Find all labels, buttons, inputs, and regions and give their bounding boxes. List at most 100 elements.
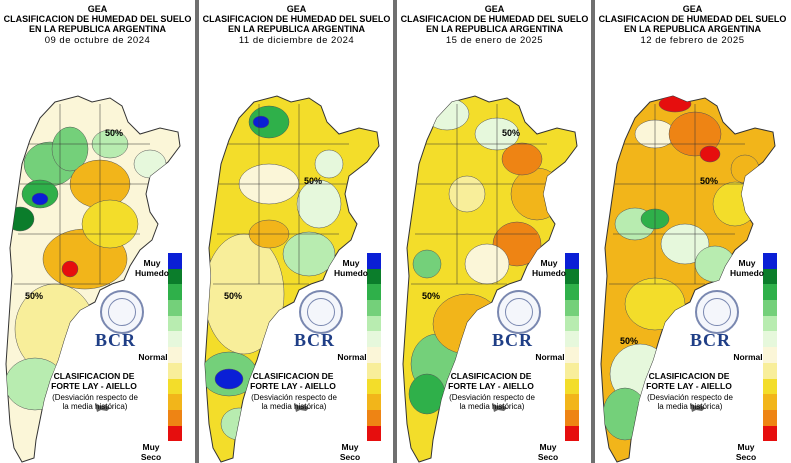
legend-swatch bbox=[367, 378, 381, 395]
legend-swatch bbox=[367, 331, 381, 348]
legend-swatch bbox=[763, 253, 777, 269]
province-borders bbox=[14, 104, 150, 285]
contour-label: 50% bbox=[700, 176, 718, 186]
province-borders bbox=[213, 104, 349, 285]
map-date: 11 de diciembre de 2024 bbox=[238, 35, 355, 46]
legend-scale bbox=[367, 253, 381, 442]
map-panel-oct-2024: GEA CLASIFICACION DE HUMEDAD DEL SUELO E… bbox=[0, 0, 195, 463]
map-panel-jan-2025: GEA CLASIFICACION DE HUMEDAD DEL SUELO E… bbox=[397, 0, 592, 463]
legend-swatch bbox=[168, 378, 182, 395]
legend-swatch bbox=[763, 300, 777, 316]
panel-divider bbox=[195, 0, 199, 463]
map-date: 12 de febrero de 2025 bbox=[640, 35, 745, 46]
legend-swatch bbox=[168, 268, 182, 285]
legend-swatch bbox=[168, 300, 182, 316]
title-line: CLASIFICACION DE HUMEDAD DEL SUELO bbox=[400, 14, 589, 24]
moisture-zone bbox=[133, 149, 167, 179]
legend-swatch bbox=[367, 284, 381, 301]
moisture-zone bbox=[314, 149, 344, 179]
legend-scale bbox=[763, 253, 777, 442]
legend-swatch bbox=[763, 378, 777, 395]
moisture-zone bbox=[81, 199, 139, 249]
note-line-1: (Desviación respecto de bbox=[647, 393, 733, 402]
legend-swatch bbox=[367, 409, 381, 426]
org-label: GEA bbox=[682, 4, 703, 14]
legend-swatch bbox=[763, 331, 777, 348]
moisture-zone bbox=[412, 249, 442, 279]
malvinas-islands bbox=[492, 404, 507, 412]
moisture-zone bbox=[220, 407, 258, 441]
contour-label: 50% bbox=[304, 176, 322, 186]
legend-swatch bbox=[168, 409, 182, 426]
legend-label-normal: Normal bbox=[337, 352, 367, 362]
legend-swatch bbox=[367, 425, 381, 442]
note-line-2: la media histórica) bbox=[261, 402, 327, 411]
map-title: GEA CLASIFICACION DE HUMEDAD DEL SUELO E… bbox=[595, 4, 790, 34]
legend-label-muy-humedo: Muy Humedo bbox=[532, 258, 566, 278]
method-label: CLASIFICACION DE FORTE LAY - AIELLO bbox=[609, 371, 769, 391]
note-line-1: (Desviación respecto de bbox=[52, 393, 138, 402]
legend-swatch bbox=[367, 315, 381, 332]
method-line-2: FORTE LAY - AIELLO bbox=[51, 381, 137, 391]
moisture-zone bbox=[252, 115, 270, 129]
map-panel-feb-2025: GEA CLASIFICACION DE HUMEDAD DEL SUELO E… bbox=[595, 0, 790, 463]
deviation-note: (Desviación respecto de la media históri… bbox=[417, 393, 567, 411]
legend-swatch bbox=[168, 425, 182, 442]
moisture-zone bbox=[296, 179, 342, 229]
deviation-note: (Desviación respecto de la media históri… bbox=[219, 393, 369, 411]
contour-label: 50% bbox=[105, 128, 123, 138]
legend-swatch bbox=[565, 347, 579, 363]
legend-scale bbox=[565, 253, 579, 442]
malvinas-islands bbox=[690, 404, 705, 412]
moisture-zone bbox=[464, 243, 510, 285]
argentina-map: 50% 50% bbox=[402, 95, 578, 463]
method-line-2: FORTE LAY - AIELLO bbox=[250, 381, 336, 391]
method-line-2: FORTE LAY - AIELLO bbox=[646, 381, 732, 391]
bcr-seal-logo bbox=[497, 290, 541, 334]
argentina-map: 50% 50% bbox=[5, 95, 181, 463]
moisture-zone bbox=[448, 175, 486, 213]
note-line-1: (Desviación respecto de bbox=[251, 393, 337, 402]
bcr-logo-text: BCR bbox=[690, 330, 732, 350]
legend-swatch bbox=[565, 409, 579, 426]
moisture-zone bbox=[31, 192, 49, 206]
panel-divider bbox=[393, 0, 397, 463]
map-title: GEA CLASIFICACION DE HUMEDAD DEL SUELO E… bbox=[199, 4, 394, 34]
legend-swatch bbox=[168, 315, 182, 332]
contour-label: 50% bbox=[620, 336, 638, 346]
moisture-zone bbox=[205, 233, 285, 355]
note-line-2: la media histórica) bbox=[657, 402, 723, 411]
bcr-logo-text: BCR bbox=[95, 330, 137, 350]
contour-label: 50% bbox=[25, 291, 43, 301]
province-borders bbox=[411, 104, 547, 285]
legend-swatch bbox=[565, 268, 579, 285]
legend-swatch bbox=[367, 253, 381, 269]
org-label: GEA bbox=[484, 4, 505, 14]
legend-swatch bbox=[565, 253, 579, 269]
legend-swatch bbox=[763, 315, 777, 332]
moisture-zone bbox=[699, 145, 721, 163]
moisture-zone bbox=[424, 97, 470, 131]
deviation-note: (Desviación respecto de la media históri… bbox=[615, 393, 765, 411]
contour-label: 50% bbox=[224, 291, 242, 301]
legend-swatch bbox=[565, 378, 579, 395]
note-line-1: (Desviación respecto de bbox=[449, 393, 535, 402]
legend-swatch bbox=[565, 300, 579, 316]
legend-swatch bbox=[763, 268, 777, 285]
legend-swatch bbox=[367, 300, 381, 316]
legend-label-muy-seco: Muy Seco bbox=[339, 442, 361, 462]
contour-label: 50% bbox=[422, 291, 440, 301]
legend-swatch bbox=[565, 331, 579, 348]
legend-swatch bbox=[168, 362, 182, 379]
title-line: CLASIFICACION DE HUMEDAD DEL SUELO bbox=[202, 14, 391, 24]
map-title: GEA CLASIFICACION DE HUMEDAD DEL SUELO E… bbox=[397, 4, 592, 34]
method-label: CLASIFICACION DE FORTE LAY - AIELLO bbox=[14, 371, 174, 391]
legend-label-muy-seco: Muy Seco bbox=[140, 442, 162, 462]
moisture-zone bbox=[61, 260, 79, 278]
legend-label-muy-humedo: Muy Humedo bbox=[334, 258, 368, 278]
legend-scale bbox=[168, 253, 182, 442]
legend-swatch bbox=[565, 362, 579, 379]
panel-divider bbox=[591, 0, 595, 463]
legend-swatch bbox=[763, 409, 777, 426]
legend-swatch bbox=[763, 425, 777, 442]
